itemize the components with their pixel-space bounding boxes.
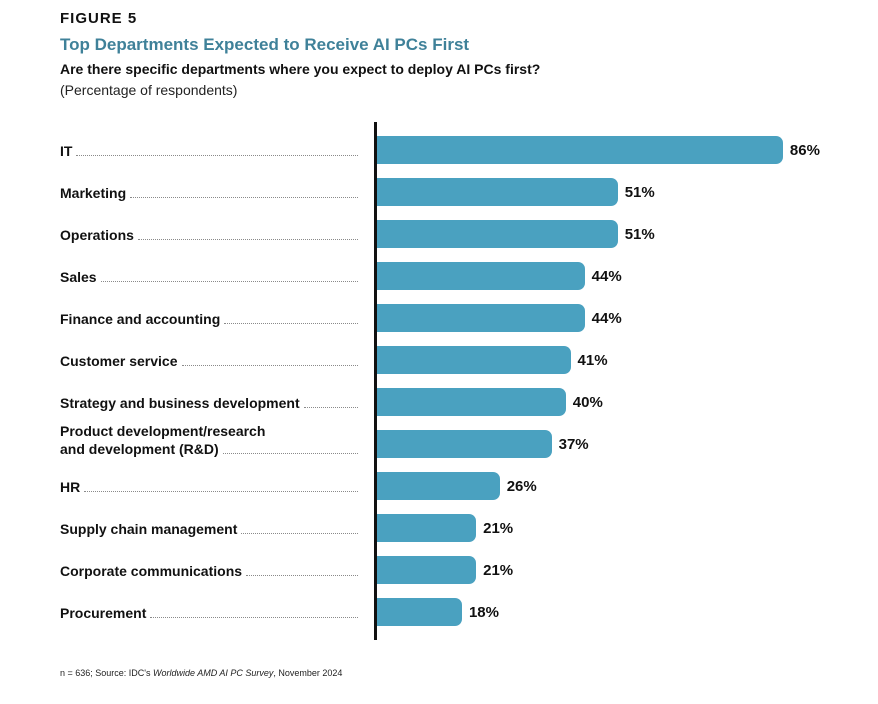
chart-question: Are there specific departments where you… — [60, 61, 541, 77]
category-label-line: Product development/research — [60, 422, 358, 440]
category-label-text: Marketing — [60, 184, 129, 202]
bar — [377, 430, 552, 458]
leader-dots — [76, 155, 358, 156]
category-label-text: Customer service — [60, 352, 180, 370]
source-survey-name: Worldwide AMD AI PC Survey — [153, 668, 274, 678]
leader-dots — [100, 281, 358, 282]
category-label: HR — [60, 478, 358, 496]
category-label-text: Procurement — [60, 604, 149, 622]
value-label: 51% — [624, 184, 655, 201]
bar — [377, 220, 618, 248]
bar — [377, 556, 477, 584]
y-axis-line — [374, 122, 377, 640]
category-label: Corporate communications — [60, 562, 358, 580]
source-prefix: n = 636; Source: IDC's — [60, 668, 154, 678]
bar — [377, 472, 500, 500]
chart-title: Top Departments Expected to Receive AI P… — [60, 35, 470, 54]
category-label: Procurement — [60, 604, 358, 622]
category-label-line: and development (R&D) — [60, 440, 221, 458]
category-label-text: Sales — [60, 268, 99, 286]
source-suffix: , November 2024 — [273, 668, 343, 678]
leader-dots — [303, 407, 358, 408]
category-label: Strategy and business development — [60, 394, 358, 412]
category-label: Sales — [60, 268, 358, 286]
bar — [377, 304, 585, 332]
value-label: 26% — [506, 478, 537, 495]
value-label: 41% — [577, 352, 608, 369]
category-label-text: Supply chain management — [60, 520, 240, 538]
value-label: 86% — [789, 142, 820, 159]
category-label: Supply chain management — [60, 520, 358, 538]
bar — [377, 178, 618, 206]
value-label: 18% — [468, 604, 499, 621]
category-label: Product development/research and developm… — [60, 422, 358, 458]
leader-dots — [241, 533, 358, 534]
value-label: 44% — [591, 268, 622, 285]
category-label-text: Operations — [60, 226, 136, 244]
bar — [377, 136, 783, 164]
leader-dots — [150, 617, 358, 618]
category-label: IT — [60, 142, 358, 160]
leader-dots — [84, 491, 358, 492]
value-label: 37% — [558, 436, 589, 453]
value-label: 21% — [483, 562, 514, 579]
bar — [377, 346, 571, 374]
figure-label: FIGURE 5 — [60, 10, 138, 27]
value-label: 40% — [572, 394, 603, 411]
leader-dots — [130, 197, 358, 198]
leader-dots — [246, 575, 358, 576]
category-label-text: Corporate communications — [60, 562, 245, 580]
leader-dots — [222, 453, 358, 454]
category-label-text: Strategy and business development — [60, 394, 302, 412]
bar — [377, 598, 462, 626]
leader-dots — [181, 365, 358, 366]
leader-dots — [224, 323, 358, 324]
category-label-text: IT — [60, 142, 75, 160]
value-label: 21% — [483, 520, 514, 537]
bar — [377, 388, 566, 416]
category-label: Marketing — [60, 184, 358, 202]
chart-unit-note: (Percentage of respondents) — [60, 82, 238, 98]
bar — [377, 514, 477, 542]
bar — [377, 262, 585, 290]
category-label: Finance and accounting — [60, 310, 358, 328]
category-label: Customer service — [60, 352, 358, 370]
value-label: 44% — [591, 310, 622, 327]
value-label: 51% — [624, 226, 655, 243]
category-label-text: Finance and accounting — [60, 310, 223, 328]
category-label-text: HR — [60, 478, 83, 496]
category-label: Operations — [60, 226, 358, 244]
source-note: n = 636; Source: IDC's Worldwide AMD AI … — [60, 668, 342, 678]
leader-dots — [137, 239, 358, 240]
